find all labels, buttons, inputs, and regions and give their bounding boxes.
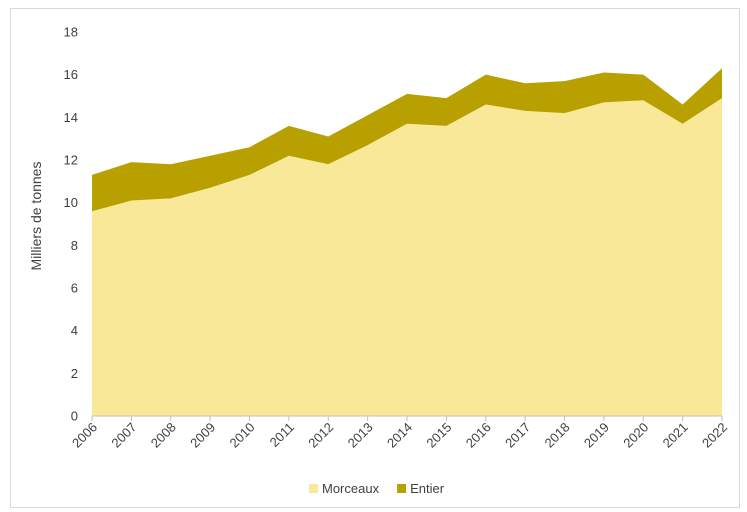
- x-tick-label: 2015: [423, 420, 454, 451]
- y-tick-label: 4: [71, 323, 78, 338]
- area-series-0: [92, 98, 722, 416]
- x-tick-label: 2021: [660, 420, 691, 451]
- x-tick-label: 2020: [620, 420, 651, 451]
- area-layer: [92, 68, 722, 416]
- legend-label-1: Entier: [410, 481, 445, 496]
- y-tick-label: 6: [71, 281, 78, 296]
- legend: Morceaux Entier: [309, 481, 445, 496]
- x-tick-label: 2008: [148, 420, 179, 451]
- x-tick-label: 2016: [463, 420, 494, 451]
- y-tick-label: 18: [64, 25, 78, 40]
- x-tick-label: 2018: [542, 420, 573, 451]
- y-tick-label: 0: [71, 409, 78, 424]
- y-tick-label: 14: [64, 110, 78, 125]
- legend-swatch-1: [397, 484, 407, 493]
- x-axis: 2006 2007 2008 2009 2010 2011 2012 2013 2014 2015…: [69, 415, 730, 451]
- x-tick-label: 2017: [502, 420, 533, 451]
- x-tick-label: 2007: [108, 420, 139, 451]
- area-series-1: [92, 68, 722, 212]
- x-tick-label: 2019: [581, 420, 612, 451]
- x-tick-label: 2009: [187, 420, 218, 451]
- x-tick-label: 2012: [305, 420, 336, 451]
- legend-label-0: Morceaux: [322, 481, 380, 496]
- x-tick-label: 2006: [69, 420, 100, 451]
- legend-swatch-0: [309, 484, 318, 493]
- x-tick-label: 2022: [699, 420, 730, 451]
- x-tick-label: 2013: [345, 420, 376, 451]
- y-axis: 0 2 4 6 8 10 12 14 16 18: [64, 25, 78, 424]
- x-tick-label: 2010: [227, 420, 258, 451]
- y-tick-label: 10: [64, 195, 78, 210]
- y-tick-label: 8: [71, 238, 78, 253]
- x-tick-label: 2011: [267, 420, 297, 450]
- x-tick-label: 2014: [384, 420, 415, 451]
- y-tick-label: 16: [64, 67, 78, 82]
- y-tick-label: 12: [64, 153, 78, 168]
- y-axis-title: Milliers de tonnes: [28, 162, 44, 271]
- y-tick-label: 2: [71, 366, 78, 381]
